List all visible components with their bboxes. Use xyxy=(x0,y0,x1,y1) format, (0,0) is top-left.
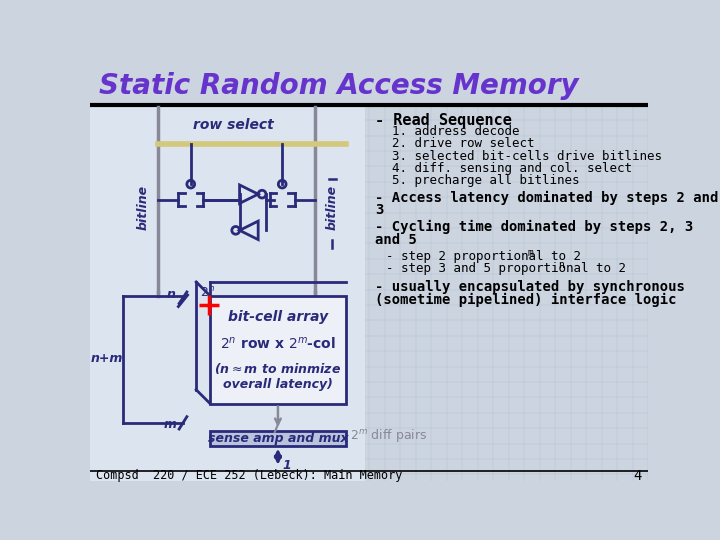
Text: m: m xyxy=(528,248,534,258)
Text: m: m xyxy=(164,418,177,431)
Text: 4: 4 xyxy=(634,469,642,483)
Text: $2^n$ row x $2^m$-col: $2^n$ row x $2^m$-col xyxy=(220,335,336,352)
Text: bitline: bitline xyxy=(136,185,149,230)
Text: row select: row select xyxy=(193,118,274,132)
Text: sense amp and mux: sense amp and mux xyxy=(207,432,348,445)
Text: 3. selected bit-cells drive bitlines: 3. selected bit-cells drive bitlines xyxy=(392,150,662,163)
Text: - Access latency dominated by steps 2 and: - Access latency dominated by steps 2 an… xyxy=(375,191,719,205)
Text: n: n xyxy=(166,288,175,301)
Text: bitline: bitline xyxy=(325,185,338,230)
Text: 4. diff. sensing and col. select: 4. diff. sensing and col. select xyxy=(392,162,632,175)
Text: and 5: and 5 xyxy=(375,233,417,247)
Text: Compsd  220 / ECE 252 (Lebeck): Main Memory: Compsd 220 / ECE 252 (Lebeck): Main Memo… xyxy=(96,469,402,482)
Bar xyxy=(90,105,365,482)
Bar xyxy=(210,296,346,403)
Text: $2^n$: $2^n$ xyxy=(200,286,215,300)
Bar xyxy=(210,430,346,446)
Text: 1: 1 xyxy=(282,460,292,472)
Text: 5. precharge all bitlines: 5. precharge all bitlines xyxy=(392,174,580,187)
Text: $2^m$ diff pairs: $2^m$ diff pairs xyxy=(350,427,427,444)
Text: (n$\approx$m to minmize: (n$\approx$m to minmize xyxy=(215,361,341,376)
Text: (sometime pipelined) interface logic: (sometime pipelined) interface logic xyxy=(375,293,677,307)
Text: - step 3 and 5 proportional to 2: - step 3 and 5 proportional to 2 xyxy=(386,262,626,275)
Text: bit-cell array: bit-cell array xyxy=(228,310,328,325)
Text: - usually encapsulated by synchronous: - usually encapsulated by synchronous xyxy=(375,280,685,294)
Text: 3: 3 xyxy=(375,204,384,218)
Text: - Read Sequence: - Read Sequence xyxy=(375,112,512,127)
Text: Static Random Access Memory: Static Random Access Memory xyxy=(99,72,579,100)
Text: 1. address decode: 1. address decode xyxy=(392,125,520,138)
Text: - step 2 proportional to 2: - step 2 proportional to 2 xyxy=(386,249,581,262)
Text: n: n xyxy=(558,260,564,271)
Text: 2. drive row select: 2. drive row select xyxy=(392,137,535,150)
Text: n+m: n+m xyxy=(91,353,123,366)
Text: - Cycling time dominated by steps 2, 3: - Cycling time dominated by steps 2, 3 xyxy=(375,220,693,234)
Text: overall latency): overall latency) xyxy=(223,378,333,391)
